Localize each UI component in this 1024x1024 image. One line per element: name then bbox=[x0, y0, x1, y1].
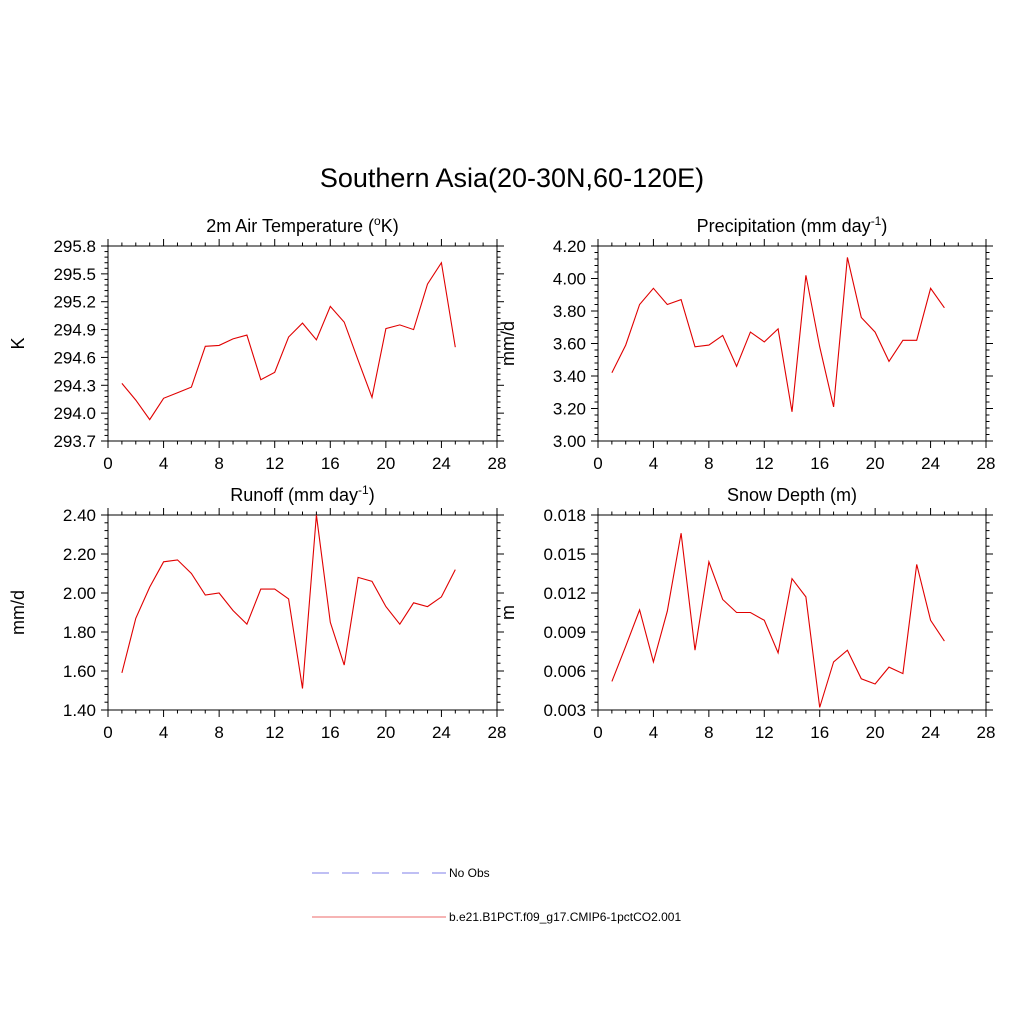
x-tick-label: 16 bbox=[321, 454, 340, 473]
y-tick-label: 294.6 bbox=[53, 348, 96, 367]
y-axis-label: K bbox=[8, 337, 28, 349]
y-tick-label: 294.9 bbox=[53, 321, 96, 340]
x-tick-label: 24 bbox=[432, 454, 451, 473]
panel-title-superscript: -1 bbox=[358, 483, 369, 497]
y-axis-label: m bbox=[498, 605, 518, 620]
y-tick-label: 2.40 bbox=[63, 506, 96, 525]
y-tick-label: 3.60 bbox=[553, 335, 586, 354]
y-tick-label: 293.7 bbox=[53, 432, 96, 451]
panel-title: Snow Depth (m) bbox=[727, 485, 857, 505]
x-tick-label: 0 bbox=[103, 723, 112, 742]
legend-obs-label: No Obs bbox=[449, 866, 490, 880]
panel-runoff: 0 4 8 12 16 20 24 28 1.40 1.60 1.80 2.00 2.20 2.40 Run… bbox=[8, 483, 506, 742]
panel-title: Precipitation (mm day-1) bbox=[697, 214, 888, 236]
y-axis-label: mm/d bbox=[498, 321, 518, 366]
x-tick-label: 20 bbox=[376, 454, 395, 473]
x-tick-label: 8 bbox=[704, 723, 713, 742]
panel-air-temperature: 0 4 8 12 16 20 24 28 293.7 294.0 294.3 294.6 294.9 29… bbox=[8, 214, 506, 473]
x-tick-label: 24 bbox=[921, 454, 940, 473]
y-tick-label: 295.2 bbox=[53, 293, 96, 312]
y-axis-label: mm/d bbox=[8, 590, 28, 635]
y-tick-label: 1.60 bbox=[63, 662, 96, 681]
plot-frame bbox=[107, 245, 498, 442]
panel-title-tail: K) bbox=[381, 216, 399, 236]
x-tick-label: 28 bbox=[977, 454, 996, 473]
y-tick-label: 4.00 bbox=[553, 270, 586, 289]
x-tick-label: 28 bbox=[488, 723, 507, 742]
x-tick-label: 12 bbox=[755, 454, 774, 473]
panel-title-tail: ) bbox=[369, 485, 375, 505]
y-tick-label: 2.00 bbox=[63, 584, 96, 603]
x-tick-label: 28 bbox=[488, 454, 507, 473]
panel-snow-depth: 0 4 8 12 16 20 24 28 0.003 0.006 0.009 0.012 0.015 0.… bbox=[498, 485, 995, 742]
y-tick-label: 0.006 bbox=[543, 662, 586, 681]
x-tick-label: 12 bbox=[755, 723, 774, 742]
x-tick-label: 8 bbox=[214, 723, 223, 742]
x-tick-label: 16 bbox=[810, 723, 829, 742]
x-tick-label: 24 bbox=[432, 723, 451, 742]
y-tick-label: 3.00 bbox=[553, 432, 586, 451]
legend-model-label: b.e21.B1PCT.f09_g17.CMIP6-1pctCO2.001 bbox=[449, 910, 681, 924]
y-tick-label: 0.012 bbox=[543, 584, 586, 603]
panel-title-tail: ) bbox=[881, 216, 887, 236]
x-tick-label: 12 bbox=[265, 454, 284, 473]
x-tick-label: 0 bbox=[103, 454, 112, 473]
x-tick-label: 8 bbox=[704, 454, 713, 473]
panel-title: 2m Air Temperature (oK) bbox=[206, 214, 398, 236]
y-tick-label: 294.0 bbox=[53, 404, 96, 423]
panel-title-superscript: -1 bbox=[871, 214, 882, 228]
legend: No Obs b.e21.B1PCT.f09_g17.CMIP6-1pctCO2… bbox=[312, 866, 681, 924]
x-tick-label: 20 bbox=[866, 454, 885, 473]
panel-title-main: Snow Depth (m) bbox=[727, 485, 857, 505]
panel-title-main: 2m Air Temperature ( bbox=[206, 216, 374, 236]
x-tick-label: 24 bbox=[921, 723, 940, 742]
x-tick-label: 20 bbox=[376, 723, 395, 742]
y-tick-label: 3.40 bbox=[553, 367, 586, 386]
x-tick-label: 12 bbox=[265, 723, 284, 742]
x-tick-label: 4 bbox=[649, 454, 658, 473]
y-tick-label: 0.009 bbox=[543, 623, 586, 642]
plot-frame bbox=[107, 514, 498, 711]
y-tick-label: 2.20 bbox=[63, 545, 96, 564]
y-tick-label: 0.015 bbox=[543, 545, 586, 564]
y-tick-label: 0.018 bbox=[543, 506, 586, 525]
panel-title: Runoff (mm day-1) bbox=[230, 483, 374, 505]
y-tick-label: 4.20 bbox=[553, 237, 586, 256]
x-tick-label: 16 bbox=[810, 454, 829, 473]
series-line bbox=[121, 261, 456, 421]
x-tick-label: 4 bbox=[159, 454, 168, 473]
y-tick-label: 295.5 bbox=[53, 265, 96, 284]
series-line bbox=[121, 514, 456, 689]
y-tick-label: 1.80 bbox=[63, 623, 96, 642]
series-line bbox=[611, 257, 945, 412]
panel-precipitation: 0 4 8 12 16 20 24 28 3.00 3.20 3.40 3.60 3.80 4.00 4.2… bbox=[498, 214, 995, 473]
y-tick-label: 294.3 bbox=[53, 376, 96, 395]
page-title: Southern Asia(20-30N,60-120E) bbox=[319, 163, 705, 193]
x-tick-label: 0 bbox=[593, 723, 602, 742]
series-line bbox=[611, 533, 945, 708]
y-tick-label: 3.80 bbox=[553, 302, 586, 321]
panel-title-main: Precipitation (mm day bbox=[697, 216, 871, 236]
x-tick-label: 0 bbox=[593, 454, 602, 473]
x-tick-label: 8 bbox=[214, 454, 223, 473]
y-tick-label: 295.8 bbox=[53, 237, 96, 256]
x-tick-label: 4 bbox=[159, 723, 168, 742]
panel-title-main: Runoff (mm day bbox=[230, 485, 358, 505]
plot-frame bbox=[597, 514, 987, 711]
x-tick-label: 4 bbox=[649, 723, 658, 742]
panel-title-superscript: o bbox=[374, 214, 381, 228]
x-tick-label: 16 bbox=[321, 723, 340, 742]
x-tick-label: 28 bbox=[977, 723, 996, 742]
y-tick-label: 3.20 bbox=[553, 400, 586, 419]
y-tick-label: 1.40 bbox=[63, 701, 96, 720]
x-tick-label: 20 bbox=[866, 723, 885, 742]
y-tick-label: 0.003 bbox=[543, 701, 586, 720]
